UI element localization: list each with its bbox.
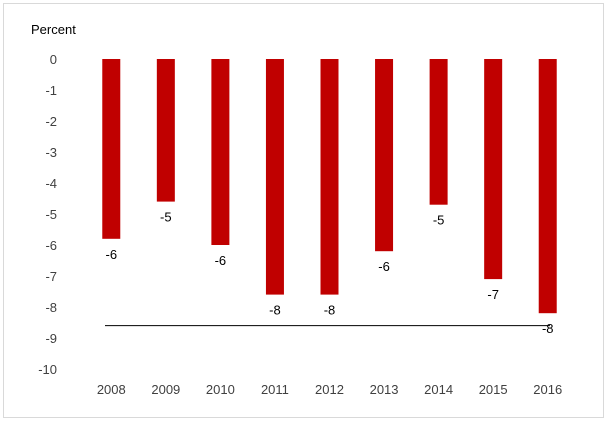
y-tick-label: -7 — [45, 269, 57, 284]
y-tick-label: -4 — [45, 176, 57, 191]
data-labels: -6 -5 -6 -8 -8 -6 -5 -7 -8 — [105, 210, 553, 337]
data-label: -5 — [433, 213, 445, 228]
data-label: -5 — [160, 210, 172, 225]
x-tick-label: 2010 — [206, 382, 235, 397]
data-label: -7 — [487, 287, 499, 302]
bar — [156, 59, 175, 202]
bar — [102, 59, 121, 239]
bar — [211, 59, 230, 245]
x-tick-label: 2008 — [97, 382, 126, 397]
data-label: -8 — [542, 321, 554, 336]
x-tick-label: 2015 — [479, 382, 508, 397]
bar — [538, 59, 557, 314]
y-tick-label: -6 — [45, 238, 57, 253]
data-label: -6 — [378, 259, 390, 274]
bar — [484, 59, 503, 280]
bar — [320, 59, 339, 295]
y-tick-label: -8 — [45, 300, 57, 315]
y-tick-label: 0 — [50, 52, 57, 67]
x-tick-label: 2016 — [533, 382, 562, 397]
x-tick-label: 2009 — [151, 382, 180, 397]
y-tick-label: -2 — [45, 114, 57, 129]
bar — [429, 59, 448, 205]
x-tick-label: 2012 — [315, 382, 344, 397]
y-axis-label: Percent — [31, 22, 76, 37]
y-tick-label: -10 — [38, 362, 57, 377]
data-label: -8 — [269, 303, 281, 318]
x-tick-label: 2011 — [261, 382, 289, 397]
bar — [265, 59, 284, 295]
data-label: -6 — [215, 253, 227, 268]
y-tick-labels: 0 -1 -2 -3 -4 -5 -6 -7 -8 -9 -10 — [38, 52, 57, 377]
y-tick-label: -1 — [45, 83, 57, 98]
data-label: -6 — [105, 247, 117, 262]
bar — [375, 59, 394, 252]
x-tick-label: 2014 — [424, 382, 453, 397]
bars — [102, 59, 557, 314]
x-tick-label: 2013 — [370, 382, 399, 397]
y-tick-label: -9 — [45, 331, 57, 346]
data-label: -8 — [324, 303, 336, 318]
y-tick-label: -5 — [45, 207, 57, 222]
x-tick-labels: 2008 2009 2010 2011 2012 2013 2014 2015 2016 — [97, 382, 562, 397]
y-tick-label: -3 — [45, 145, 57, 160]
